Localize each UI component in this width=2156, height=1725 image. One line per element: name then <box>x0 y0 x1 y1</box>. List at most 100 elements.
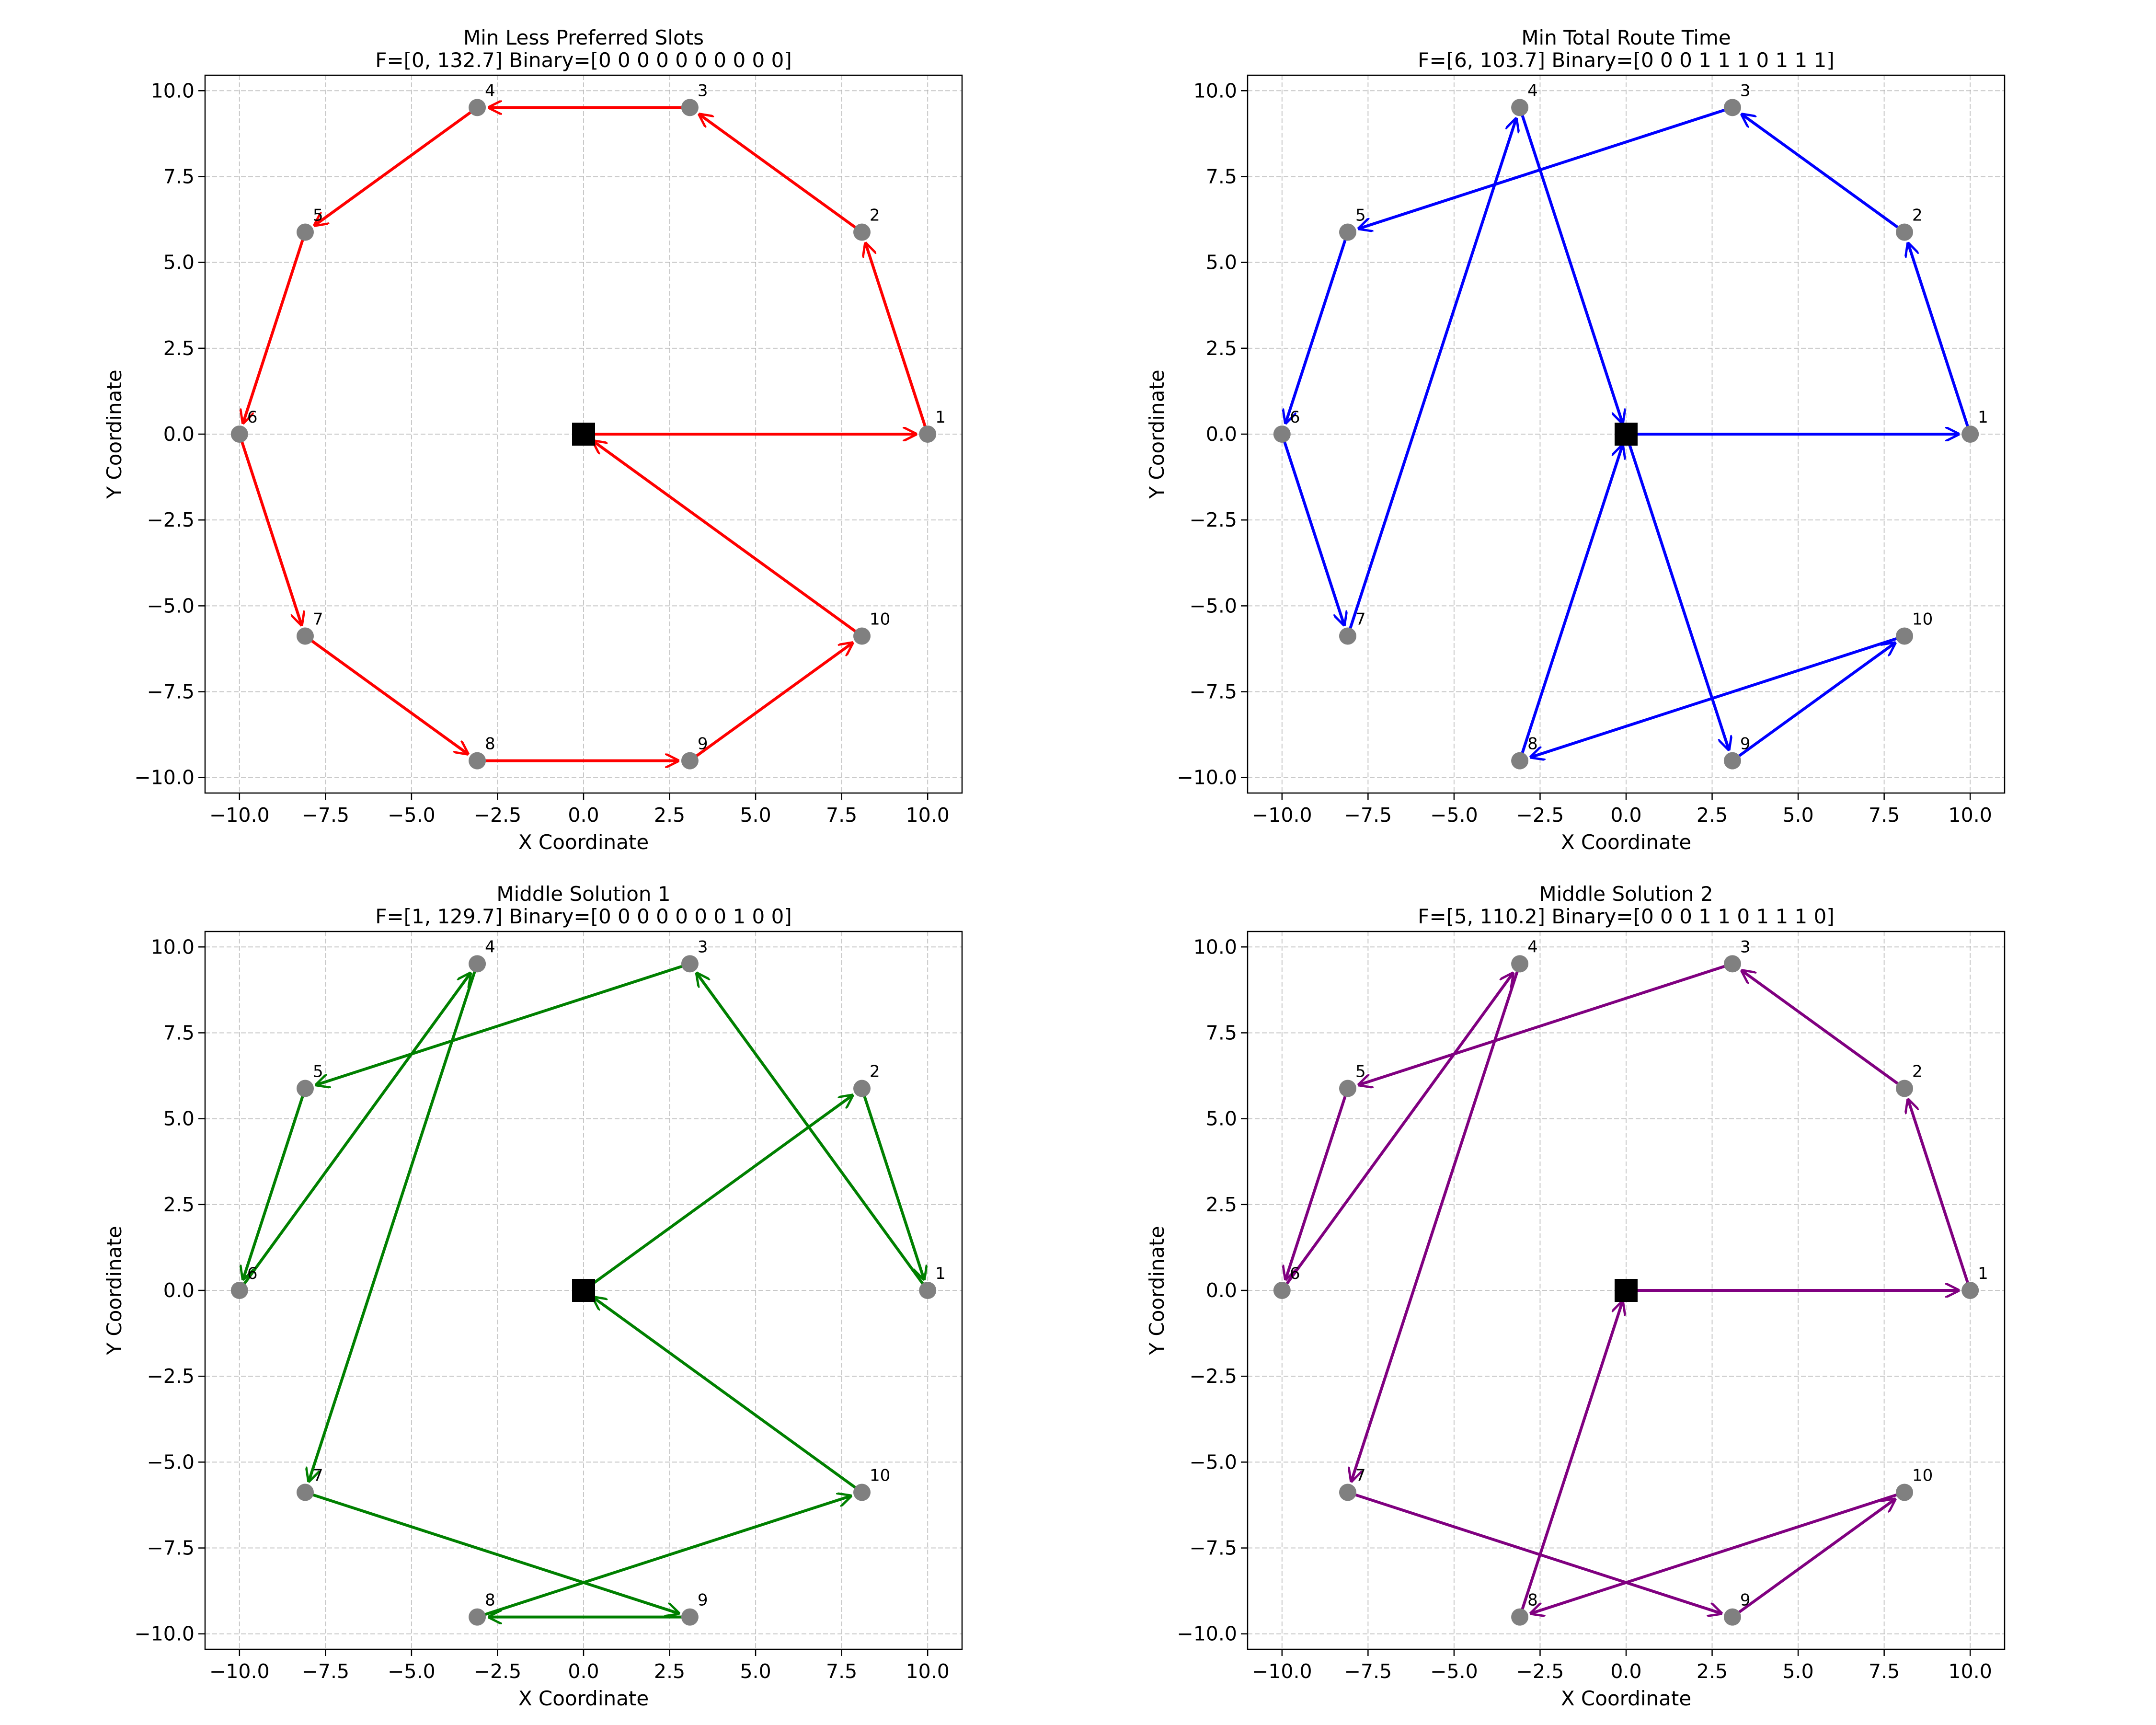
customer-point <box>1511 752 1529 770</box>
y-tick-label: 7.5 <box>1206 1021 1237 1044</box>
x-tick-label: 7.5 <box>826 1660 857 1683</box>
route-arrow <box>689 642 853 762</box>
customer-label: 4 <box>1527 81 1538 100</box>
customer-point <box>1273 426 1291 443</box>
x-tick-label: 0.0 <box>1610 804 1641 827</box>
customer-point <box>1339 627 1356 645</box>
x-tick-label: 2.5 <box>1697 1660 1728 1683</box>
customer-label: 1 <box>935 408 946 427</box>
customer-point <box>1273 1282 1291 1299</box>
y-axis-label: Y Coordinate <box>103 1226 126 1355</box>
depot-marker <box>572 423 595 446</box>
customer-label: 7 <box>313 1466 323 1485</box>
route-arrow <box>1741 114 1905 233</box>
chart-title: Middle Solution 2 <box>1539 882 1713 906</box>
y-tick-label: 7.5 <box>163 165 195 188</box>
route-arrow <box>592 440 863 637</box>
x-tick-label: −7.5 <box>1344 1660 1392 1683</box>
route-arrow <box>1346 117 1516 637</box>
x-tick-label: 5.0 <box>740 1660 771 1683</box>
y-tick-label: 5.0 <box>1206 1107 1237 1130</box>
customer-label: 7 <box>1355 610 1366 629</box>
x-axis-label: X Coordinate <box>518 1687 649 1710</box>
customer-label: 2 <box>870 1062 880 1081</box>
customer-label: 9 <box>1740 1591 1751 1610</box>
customer-label: 5 <box>1355 206 1366 225</box>
customer-label: 8 <box>485 735 495 754</box>
route-arrow <box>1358 962 1733 1085</box>
customer-label: 2 <box>1912 1062 1923 1081</box>
customer-label: 4 <box>485 937 495 956</box>
customer-point <box>919 426 937 443</box>
route-arrow <box>1732 642 1896 762</box>
x-tick-label: −10.0 <box>209 1660 270 1683</box>
customer-point <box>230 426 248 443</box>
y-tick-label: 0.0 <box>163 1279 195 1302</box>
y-tick-label: 7.5 <box>163 1021 195 1044</box>
chart-subtitle: F=[5, 110.2] Binary=[0 0 0 1 1 0 1 1 1 0… <box>1418 905 1834 928</box>
x-tick-label: −7.5 <box>1344 804 1392 827</box>
route-arrow <box>1347 1491 1722 1613</box>
route-arrow <box>304 635 469 754</box>
customer-point <box>1896 223 1914 241</box>
customer-point <box>230 1282 248 1299</box>
x-tick-label: 10.0 <box>1949 1660 1992 1683</box>
route-arrow <box>865 242 929 435</box>
customer-point <box>853 223 871 241</box>
customer-point <box>681 752 699 770</box>
customer-label: 3 <box>1740 81 1751 100</box>
y-tick-label: 10.0 <box>1193 935 1237 958</box>
chart-title: Middle Solution 1 <box>496 882 670 906</box>
x-tick-label: 5.0 <box>1782 1660 1813 1683</box>
y-tick-label: 5.0 <box>1206 251 1237 274</box>
x-tick-label: 7.5 <box>1869 1660 1900 1683</box>
y-tick-label: 2.5 <box>1206 337 1237 360</box>
chart-title: Min Less Preferred Slots <box>463 26 704 49</box>
x-tick-label: −2.5 <box>474 1660 522 1683</box>
x-axis-label: X Coordinate <box>518 830 649 854</box>
customer-label: 2 <box>1912 206 1923 225</box>
y-tick-label: 10.0 <box>151 935 195 958</box>
route-arrow <box>314 106 478 226</box>
route-arrow <box>1518 1300 1623 1618</box>
x-tick-label: 0.0 <box>568 1660 599 1683</box>
y-tick-label: −5.0 <box>147 594 195 617</box>
customer-point <box>296 627 314 645</box>
route-arrow <box>238 972 471 1291</box>
x-tick-label: 7.5 <box>826 804 857 827</box>
customer-point <box>469 1608 486 1626</box>
y-axis-label: Y Coordinate <box>1145 1226 1169 1355</box>
route-arrow <box>309 963 479 1482</box>
chart-subtitle: F=[6, 103.7] Binary=[0 0 0 1 1 1 0 1 1 1… <box>1418 48 1834 72</box>
x-tick-label: −7.5 <box>302 1660 350 1683</box>
depot-marker <box>1615 1279 1638 1302</box>
customer-point <box>681 99 699 116</box>
route-arrow <box>1518 107 1623 424</box>
route-arrow <box>592 1297 863 1494</box>
chart-panel-4: 1 2 3 4 5 6 7 8 9 10 −10.0 −7.5 −5.0 −2.5 0.0 2.5 5.0 7.5… <box>1145 882 2006 1710</box>
customer-point <box>469 99 486 116</box>
x-tick-label: 10.0 <box>906 804 950 827</box>
customer-label: 3 <box>698 81 708 100</box>
customer-point <box>296 1484 314 1501</box>
customer-label: 10 <box>1912 610 1933 629</box>
route-arrow <box>1285 231 1349 425</box>
route-arrow <box>1351 963 1521 1482</box>
customer-point <box>681 955 699 973</box>
customer-label: 8 <box>485 1591 495 1610</box>
route-arrow <box>1741 970 1905 1090</box>
y-tick-label: −5.0 <box>1189 594 1237 617</box>
chart-title: Min Total Route Time <box>1521 26 1731 49</box>
x-tick-label: 2.5 <box>654 804 685 827</box>
chart-subtitle: F=[1, 129.7] Binary=[0 0 0 0 0 0 0 1 0 0… <box>375 905 791 928</box>
customer-label: 6 <box>1290 1264 1300 1283</box>
route-arrow <box>1530 634 1905 757</box>
chart-panel-2: 1 2 3 4 5 6 7 8 9 10 −10.0 −7.5 −5.0 −2.5 0.0 2.5 5.0 7.5… <box>1145 26 2006 854</box>
depot-marker <box>572 1279 595 1302</box>
customer-label: 3 <box>698 937 708 956</box>
customer-label: 9 <box>698 1591 708 1610</box>
y-tick-label: −2.5 <box>147 508 195 531</box>
customer-label: 7 <box>313 610 323 629</box>
y-tick-label: −2.5 <box>147 1365 195 1388</box>
route-arrow <box>243 1088 307 1281</box>
